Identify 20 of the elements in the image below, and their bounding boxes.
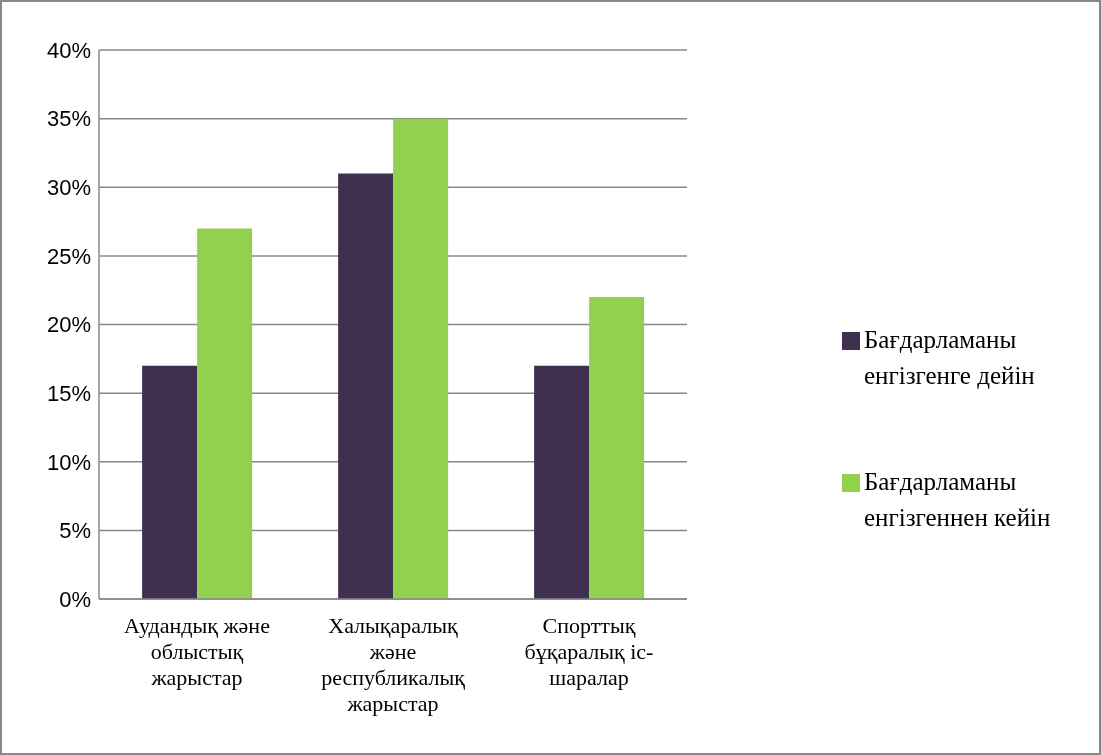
y-tick-label: 20% bbox=[46, 312, 91, 338]
bar bbox=[197, 228, 253, 599]
y-tick-label: 35% bbox=[46, 106, 91, 132]
y-tick-label: 0% bbox=[59, 586, 91, 612]
bar bbox=[142, 365, 198, 599]
x-tick-label: Аудандық және облыстық жарыстар bbox=[124, 613, 270, 690]
x-tick-label: Халықаралық және республикалық жарыстар bbox=[321, 613, 466, 716]
bar bbox=[534, 365, 590, 599]
bar bbox=[589, 297, 645, 599]
bar bbox=[393, 118, 449, 599]
x-tick-label: Спорттық бұқаралық іс-шаралар bbox=[524, 613, 654, 690]
y-tick-label: 15% bbox=[46, 380, 91, 406]
y-tick-label: 10% bbox=[46, 449, 91, 475]
legend-label: Бағдарламаны енгізгеннен кейін bbox=[864, 467, 1052, 533]
y-tick-label: 40% bbox=[46, 37, 91, 63]
y-tick-label: 25% bbox=[46, 243, 91, 269]
y-tick-label: 5% bbox=[59, 518, 91, 544]
bar bbox=[338, 173, 394, 599]
legend-label: Бағдарламаны енгізгенге дейін bbox=[864, 325, 1036, 391]
y-tick-label: 30% bbox=[46, 175, 91, 201]
